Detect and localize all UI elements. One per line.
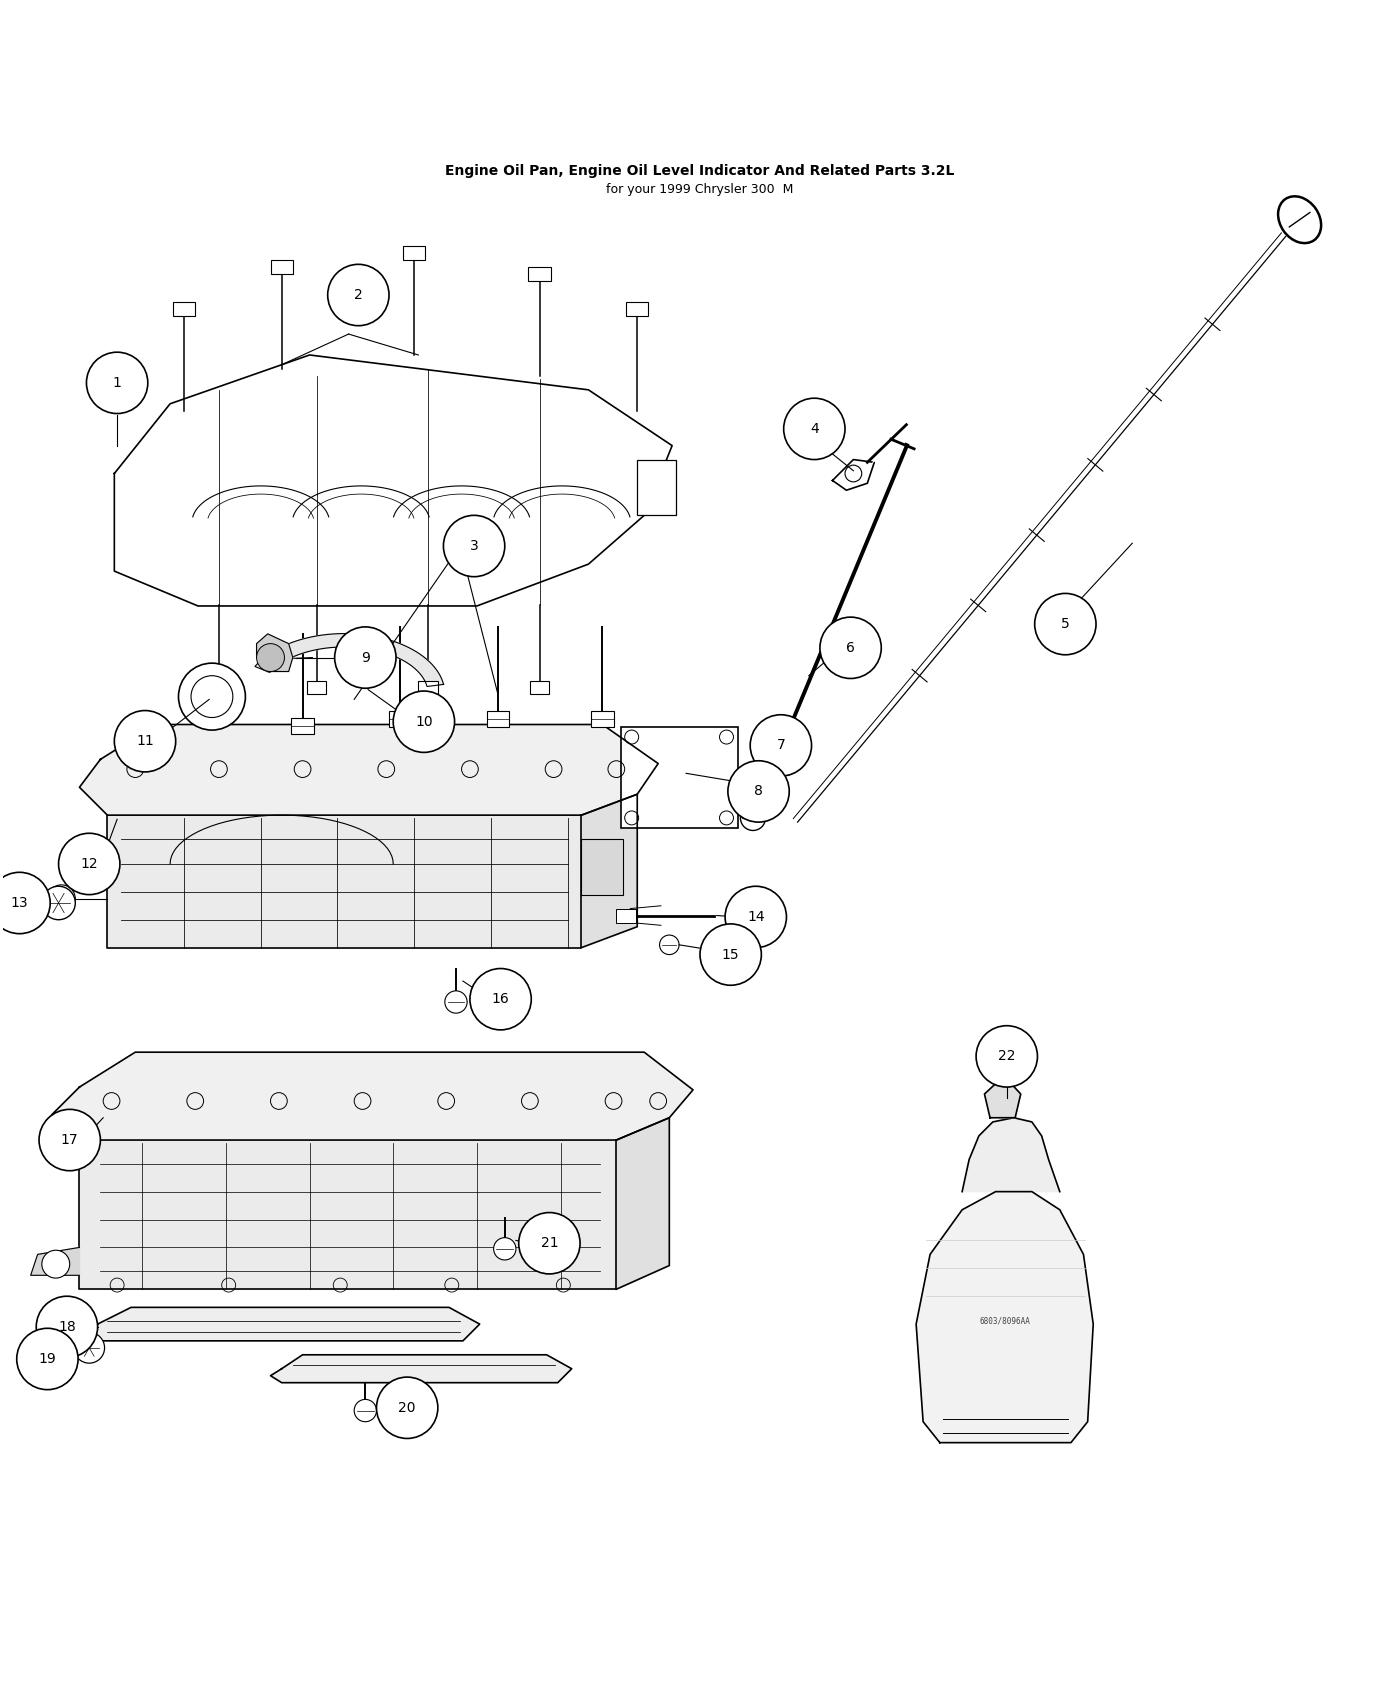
Circle shape <box>470 969 531 1030</box>
Circle shape <box>42 886 76 920</box>
Text: 16: 16 <box>491 993 510 1006</box>
Text: 15: 15 <box>722 947 739 962</box>
Polygon shape <box>581 794 637 947</box>
Text: 18: 18 <box>57 1319 76 1334</box>
Polygon shape <box>962 1117 1060 1192</box>
Text: 17: 17 <box>60 1132 78 1148</box>
Text: 1: 1 <box>112 376 122 389</box>
FancyBboxPatch shape <box>616 908 636 923</box>
Polygon shape <box>108 814 581 947</box>
FancyBboxPatch shape <box>620 728 738 828</box>
Text: 22: 22 <box>998 1049 1015 1064</box>
Polygon shape <box>916 1192 1093 1443</box>
Polygon shape <box>984 1076 1021 1117</box>
Circle shape <box>725 886 787 947</box>
Polygon shape <box>80 724 658 814</box>
Circle shape <box>256 644 284 672</box>
Text: 20: 20 <box>399 1401 416 1414</box>
Circle shape <box>48 886 76 913</box>
FancyBboxPatch shape <box>637 459 676 515</box>
FancyBboxPatch shape <box>172 303 195 316</box>
Text: 5: 5 <box>1061 617 1070 631</box>
Polygon shape <box>52 1052 693 1141</box>
Text: 11: 11 <box>136 734 154 748</box>
Text: 21: 21 <box>540 1236 559 1249</box>
Polygon shape <box>256 634 293 672</box>
Text: for your 1999 Chrysler 300  M: for your 1999 Chrysler 300 M <box>606 184 794 197</box>
Text: 3: 3 <box>470 539 479 552</box>
FancyBboxPatch shape <box>591 711 613 728</box>
Circle shape <box>750 714 812 777</box>
Polygon shape <box>270 1355 571 1382</box>
Circle shape <box>39 1110 101 1171</box>
FancyBboxPatch shape <box>265 653 284 666</box>
Text: 9: 9 <box>361 651 370 665</box>
Text: 6803/8096AA: 6803/8096AA <box>980 1318 1030 1326</box>
FancyBboxPatch shape <box>209 682 228 694</box>
Text: 2: 2 <box>354 287 363 303</box>
Circle shape <box>17 1328 78 1389</box>
FancyBboxPatch shape <box>528 267 550 280</box>
Circle shape <box>728 762 790 823</box>
Circle shape <box>700 923 762 986</box>
Circle shape <box>741 806 766 831</box>
Circle shape <box>784 398 846 459</box>
Circle shape <box>976 1025 1037 1086</box>
FancyBboxPatch shape <box>487 711 510 728</box>
Circle shape <box>494 1238 517 1260</box>
Text: 8: 8 <box>755 784 763 799</box>
FancyBboxPatch shape <box>403 246 426 260</box>
FancyBboxPatch shape <box>291 717 314 734</box>
Text: 6: 6 <box>846 641 855 654</box>
FancyBboxPatch shape <box>307 682 326 694</box>
Circle shape <box>74 1333 105 1363</box>
FancyBboxPatch shape <box>626 303 648 316</box>
Text: Engine Oil Pan, Engine Oil Level Indicator And Related Parts 3.2L: Engine Oil Pan, Engine Oil Level Indicat… <box>445 163 955 178</box>
Polygon shape <box>80 1141 616 1289</box>
Text: 7: 7 <box>777 738 785 753</box>
Polygon shape <box>255 634 444 687</box>
Circle shape <box>820 617 881 678</box>
Polygon shape <box>833 459 875 490</box>
Circle shape <box>178 663 245 729</box>
Circle shape <box>115 711 175 772</box>
Circle shape <box>377 1377 438 1438</box>
Polygon shape <box>31 1248 80 1275</box>
FancyBboxPatch shape <box>419 682 438 694</box>
Text: 4: 4 <box>811 422 819 435</box>
Circle shape <box>36 1295 98 1358</box>
Circle shape <box>0 872 50 933</box>
Text: 13: 13 <box>11 896 28 910</box>
Text: 10: 10 <box>414 714 433 729</box>
Circle shape <box>997 1068 1014 1085</box>
Polygon shape <box>84 1307 480 1341</box>
Circle shape <box>59 833 120 894</box>
Circle shape <box>335 627 396 688</box>
Circle shape <box>519 1212 580 1273</box>
Circle shape <box>445 991 468 1013</box>
Circle shape <box>393 690 455 753</box>
Text: 14: 14 <box>748 910 764 923</box>
Circle shape <box>659 935 679 955</box>
Text: 12: 12 <box>80 857 98 870</box>
FancyBboxPatch shape <box>270 260 293 274</box>
Circle shape <box>328 264 389 326</box>
Circle shape <box>42 1250 70 1278</box>
FancyBboxPatch shape <box>529 682 549 694</box>
Circle shape <box>354 1399 377 1421</box>
FancyBboxPatch shape <box>389 711 412 728</box>
Circle shape <box>444 515 505 576</box>
Text: 19: 19 <box>39 1352 56 1367</box>
Polygon shape <box>616 1117 669 1289</box>
FancyBboxPatch shape <box>581 838 623 894</box>
Circle shape <box>1035 593 1096 654</box>
Circle shape <box>87 352 148 413</box>
